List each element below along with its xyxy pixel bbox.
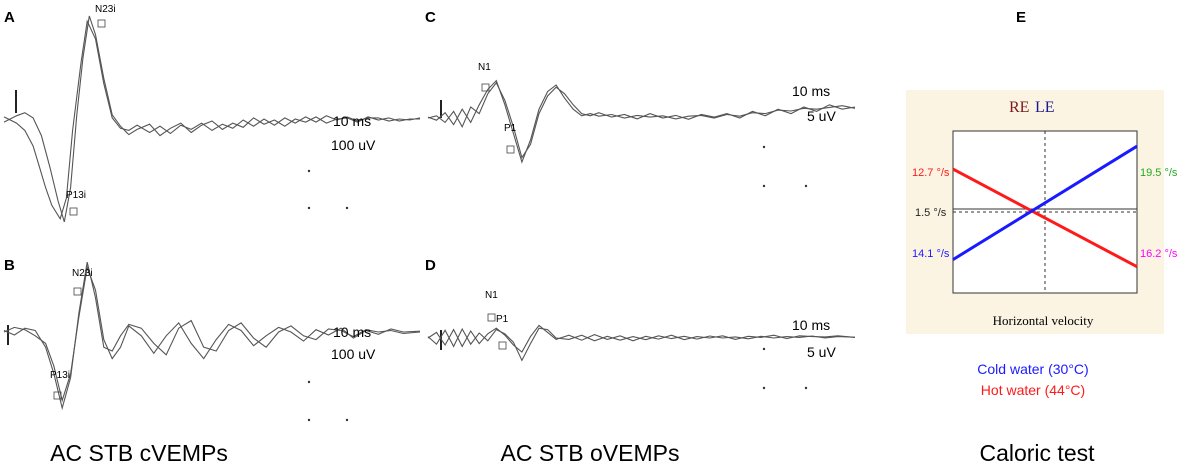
waveform-trace-1 [427, 81, 856, 159]
panel-letter-e: E [1016, 9, 1026, 26]
panel-letter-d: D [425, 257, 436, 274]
panel-c-ovemp: N1 P1 10 ms 5 uV [427, 62, 856, 188]
time-scale-label: 10 ms [792, 317, 830, 333]
scale-dot [345, 206, 349, 210]
panel-letter-b: B [4, 257, 15, 274]
peak-marker-box [97, 19, 106, 28]
cold-water-line [952, 144, 1138, 261]
scale-dot [762, 184, 766, 188]
value-label-left-top: 12.7 °/s [912, 167, 950, 179]
panel-letter-a: A [4, 9, 15, 26]
time-scale-label: 10 ms [333, 324, 371, 340]
amplitude-scale-label: 100 uV [331, 346, 376, 362]
scale-dot [762, 347, 766, 351]
amplitude-scale-label: 5 uV [807, 344, 836, 360]
time-scale-label: 10 ms [333, 113, 371, 129]
waveform-trace-2 [3, 261, 421, 411]
waveform-trace-2 [3, 15, 420, 223]
peak-label: N1 [485, 290, 498, 301]
legend-hot-water: Hot water (44°C) [981, 382, 1085, 398]
scale-dot [762, 145, 766, 149]
amplitude-scale-label: 100 uV [331, 137, 376, 153]
waveform-trace-2 [427, 79, 856, 164]
title-left-ear: LE [1035, 99, 1055, 116]
value-label-right-bottom: 16.2 °/s [1140, 248, 1178, 260]
peak-marker-box [487, 313, 496, 322]
waveform-traces [3, 261, 421, 411]
trough-label: P13i [50, 370, 70, 381]
peak-label: N1 [478, 62, 491, 73]
caption-caloric-test: Caloric test [979, 440, 1095, 466]
waveform-trace-1 [3, 265, 421, 403]
trough-marker-box [69, 207, 78, 216]
scale-dot [804, 184, 808, 188]
hot-water-line [952, 167, 1138, 269]
title-right-ear: RE [1009, 99, 1029, 116]
value-label-left-bottom: 14.1 °/s [912, 248, 950, 260]
trough-marker-box [498, 341, 507, 350]
caption-ovemps: AC STB oVEMPs [501, 440, 680, 466]
waveform-traces [427, 324, 856, 362]
legend-cold-water: Cold water (30°C) [977, 361, 1088, 377]
panel-d-ovemp: N1 P1 10 ms 5 uV [427, 290, 856, 390]
trough-label: P1 [504, 123, 517, 134]
waveform-traces [427, 79, 856, 164]
peak-label: N23i [95, 4, 116, 15]
scale-dot [307, 206, 311, 210]
value-label-center: 1.5 °/s [915, 207, 947, 219]
panel-a-cvemp: N23i P13i 10 ms 100 uV [3, 4, 421, 223]
scale-dot [307, 380, 311, 384]
amplitude-scale-label: 5 uV [807, 108, 836, 124]
time-scale-label: 10 ms [792, 83, 830, 99]
scale-dot [804, 386, 808, 390]
peak-marker-box [481, 83, 490, 92]
panel-e-caloric: RE LE 12.7 °/s 1.5 °/s 14.1 °/s 19.5 °/s… [906, 90, 1178, 398]
scale-dot [762, 386, 766, 390]
trough-marker-box [53, 391, 62, 400]
trough-marker-box [506, 145, 515, 154]
scale-dot [307, 169, 311, 173]
trough-label: P1 [496, 314, 509, 325]
peak-label: N23i [72, 268, 93, 279]
value-label-right-top: 19.5 °/s [1140, 167, 1178, 179]
panel-letter-c: C [425, 9, 436, 26]
waveform-traces [3, 15, 421, 223]
caloric-x-axis-label: Horizontal velocity [993, 313, 1094, 328]
panel-b-cvemp: N23i P13i 10 ms 100 uV [3, 261, 421, 422]
peak-marker-box [73, 287, 82, 296]
waveform-trace-2 [427, 327, 856, 362]
scale-dot [345, 418, 349, 422]
caption-cvemps: AC STB cVEMPs [50, 440, 228, 466]
scale-dot [307, 418, 311, 422]
waveform-trace-1 [427, 324, 856, 353]
trough-label: P13i [66, 190, 86, 201]
